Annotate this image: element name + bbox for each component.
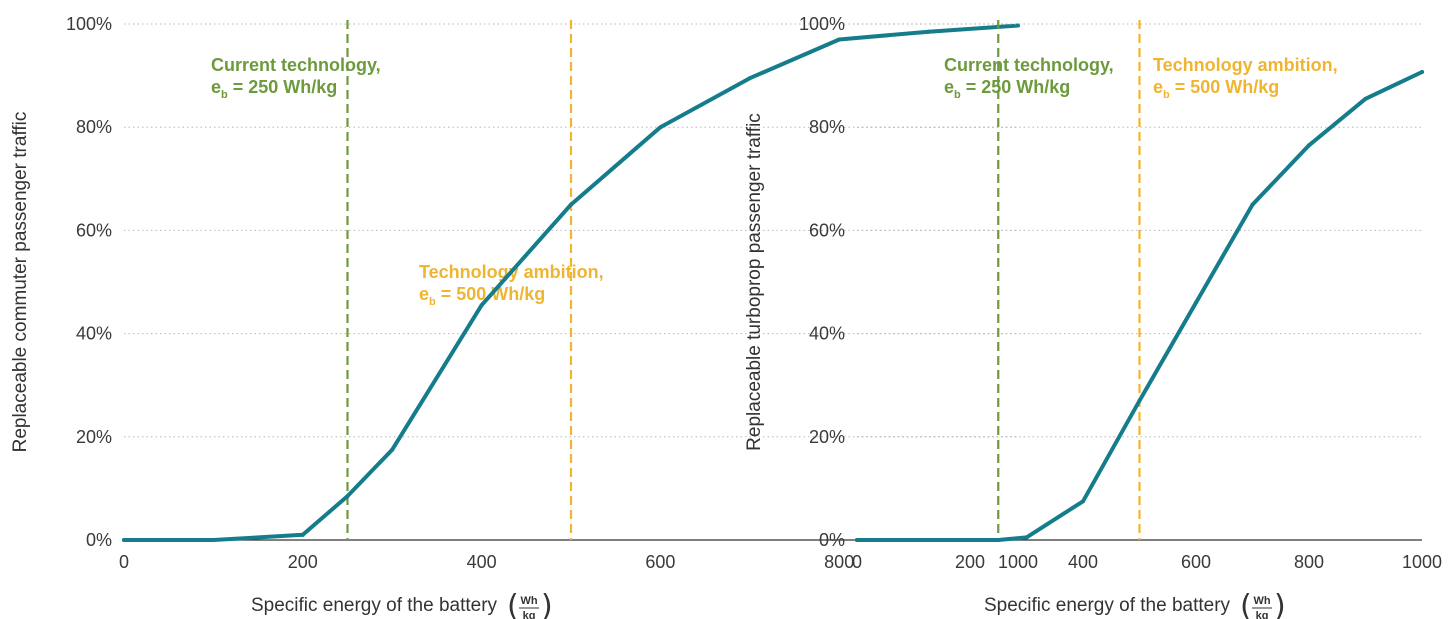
x-tick-label: 800 — [824, 552, 854, 572]
x-tick-label: 0 — [852, 552, 862, 572]
unit-paren-close: ) — [541, 589, 553, 619]
current-annotation-line1: Current technology, — [211, 55, 381, 75]
unit-numerator: Wh — [1253, 595, 1270, 607]
replaceable-traffic-line — [855, 70, 1424, 542]
unit-denominator: kg — [523, 610, 536, 619]
ambition-annotation-line1: Technology ambition, — [1153, 55, 1338, 75]
unit-paren-close: ) — [1274, 589, 1286, 619]
data-point — [1363, 96, 1368, 101]
data-point — [1250, 202, 1255, 207]
x-axis-title: Specific energy of the battery — [984, 595, 1231, 616]
data-point — [479, 303, 484, 308]
data-point — [390, 447, 395, 452]
x-tick-label: 200 — [955, 552, 985, 572]
x-tick-label: 1000 — [1402, 552, 1442, 572]
data-point — [1024, 535, 1029, 540]
y-tick-label: 0% — [86, 530, 112, 550]
y-tick-label: 100% — [66, 14, 112, 34]
unit-paren-open: ( — [507, 589, 519, 619]
y-tick-label: 80% — [76, 117, 112, 137]
data-point — [1081, 499, 1085, 504]
x-tick-label: 400 — [467, 552, 497, 572]
x-tick-label: 600 — [1181, 552, 1211, 572]
data-point — [837, 37, 842, 42]
commuter-chart: 0% 20% 40% 60% 80% 100% 0 200 400 600 800 1000 Repla… — [10, 14, 1038, 619]
y-tick-label: 100% — [799, 14, 845, 34]
x-tick-label: 600 — [645, 552, 675, 572]
data-point — [1420, 69, 1424, 74]
data-point — [968, 538, 972, 542]
x-tick-label: 800 — [1294, 552, 1324, 572]
current-annotation-line1: Current technology, — [944, 55, 1114, 75]
data-point — [569, 202, 573, 207]
data-point — [122, 538, 126, 542]
data-point — [300, 532, 305, 537]
current-annotation-line2: eb = 250 Wh/kg — [211, 77, 337, 101]
data-point — [1307, 143, 1311, 148]
y-axis-title: Replaceable commuter passenger traffic — [10, 112, 31, 453]
data-point — [855, 538, 859, 542]
data-point — [658, 125, 663, 130]
data-point — [911, 538, 916, 542]
y-tick-label: 20% — [76, 427, 112, 447]
y-tick-label: 60% — [76, 220, 112, 240]
x-axis-title: Specific energy of the battery — [251, 595, 498, 616]
data-point — [926, 29, 931, 34]
unit-paren-open: ( — [1240, 589, 1252, 619]
data-point — [996, 538, 1001, 542]
turboprop-chart: 0% 20% 40% 60% 80% 100% 0 200 400 600 800 1000 Repla… — [744, 14, 1442, 619]
y-tick-label: 40% — [76, 324, 112, 344]
ambition-annotation-line2: eb = 500 Wh/kg — [1153, 77, 1279, 101]
y-tick-label: 60% — [809, 220, 845, 240]
unit-denominator: kg — [1256, 610, 1269, 619]
replaceable-traffic-line — [122, 23, 1020, 542]
x-tick-label: 200 — [288, 552, 318, 572]
y-tick-label: 0% — [819, 530, 845, 550]
x-tick-label: 0 — [119, 552, 129, 572]
y-tick-label: 20% — [809, 427, 845, 447]
data-point — [1016, 23, 1020, 28]
current-annotation-line2: eb = 250 Wh/kg — [944, 77, 1070, 101]
y-tick-label: 40% — [809, 324, 845, 344]
data-point — [345, 494, 350, 499]
y-tick-label: 80% — [809, 117, 845, 137]
y-axis-title: Replaceable turboprop passenger traffic — [744, 113, 765, 451]
data-point — [211, 538, 216, 542]
data-point — [1137, 398, 1142, 403]
data-point — [1194, 300, 1198, 305]
data-point — [747, 76, 752, 81]
x-tick-label: 400 — [1068, 552, 1098, 572]
unit-numerator: Wh — [520, 595, 537, 607]
x-tick-label: 1000 — [998, 552, 1038, 572]
